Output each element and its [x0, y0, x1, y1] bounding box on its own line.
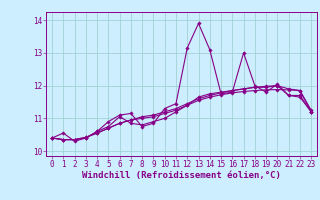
- X-axis label: Windchill (Refroidissement éolien,°C): Windchill (Refroidissement éolien,°C): [82, 171, 281, 180]
